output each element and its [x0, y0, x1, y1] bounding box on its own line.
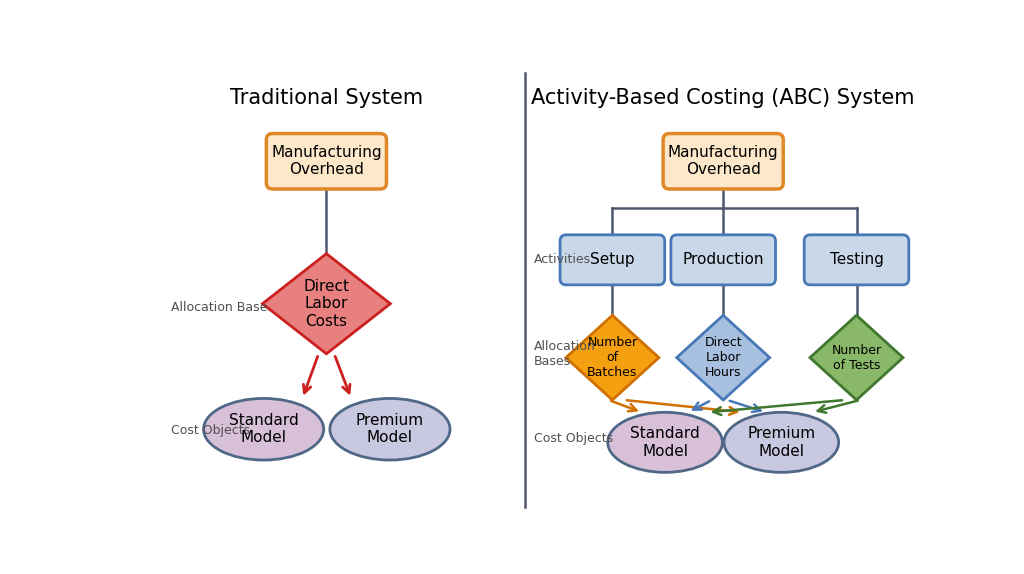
FancyBboxPatch shape [560, 235, 665, 285]
Text: Direct
Labor
Hours: Direct Labor Hours [705, 336, 742, 379]
Text: Number
of
Batches: Number of Batches [587, 336, 638, 379]
FancyBboxPatch shape [804, 235, 909, 285]
Text: Premium
Model: Premium Model [748, 426, 815, 459]
Text: Activity-Based Costing (ABC) System: Activity-Based Costing (ABC) System [531, 88, 915, 108]
Text: Manufacturing
Overhead: Manufacturing Overhead [271, 145, 382, 177]
Polygon shape [810, 315, 903, 400]
Ellipse shape [204, 398, 324, 460]
Polygon shape [677, 315, 770, 400]
Text: Number
of Tests: Number of Tests [831, 344, 882, 371]
Text: Standard
Model: Standard Model [630, 426, 700, 459]
Text: Setup: Setup [590, 253, 635, 267]
FancyBboxPatch shape [671, 235, 775, 285]
Text: Allocation
Bases: Allocation Bases [535, 340, 596, 368]
Ellipse shape [724, 412, 839, 472]
Text: Allocation Base: Allocation Base [171, 301, 267, 314]
FancyBboxPatch shape [664, 134, 783, 189]
Text: Activities: Activities [535, 253, 591, 266]
Polygon shape [262, 254, 390, 354]
Text: Production: Production [682, 253, 764, 267]
Ellipse shape [330, 398, 450, 460]
Text: Cost Objects: Cost Objects [535, 432, 613, 445]
Text: Premium
Model: Premium Model [356, 413, 424, 445]
Text: Traditional System: Traditional System [229, 88, 423, 108]
FancyBboxPatch shape [266, 134, 386, 189]
Polygon shape [566, 315, 658, 400]
Text: Manufacturing
Overhead: Manufacturing Overhead [668, 145, 778, 177]
Text: Cost Objects: Cost Objects [171, 424, 250, 437]
Text: Direct
Labor
Costs: Direct Labor Costs [303, 279, 349, 329]
Text: Testing: Testing [829, 253, 884, 267]
Text: Standard
Model: Standard Model [228, 413, 299, 445]
Ellipse shape [607, 412, 722, 472]
